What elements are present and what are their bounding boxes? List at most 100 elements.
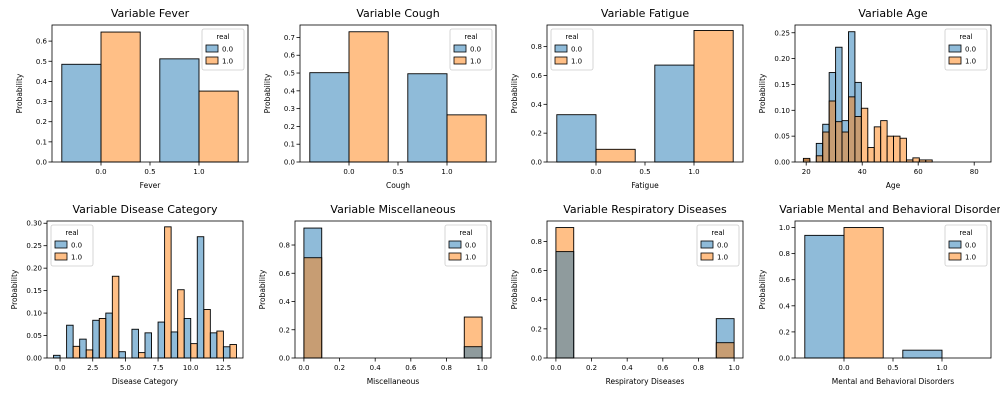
x-tick-label: 1.0 <box>477 364 488 372</box>
y-tick-label: 0.4 <box>531 296 543 304</box>
y-tick-label: 0.1 <box>284 141 295 149</box>
legend-label-1: 1.0 <box>965 254 976 262</box>
legend-swatch-0 <box>700 240 714 249</box>
axes-frame <box>46 220 244 359</box>
x-tick-label: 0.4 <box>622 364 634 372</box>
legend-label-0: 0.0 <box>717 242 728 250</box>
bar-real-1 <box>138 352 146 359</box>
bar-real-1 <box>177 289 185 359</box>
legend-title: real <box>464 33 477 41</box>
bar-real-0 <box>157 321 166 359</box>
bar-real-1 <box>446 114 487 163</box>
x-tick-label: 80 <box>970 168 979 176</box>
legend-label-0: 0.0 <box>965 242 976 250</box>
x-axis-label: Mental and Behavioral Disorders <box>832 377 954 386</box>
x-tick-label: 40 <box>858 168 867 176</box>
x-tick-label: 0.0 <box>298 364 309 372</box>
legend-label-0: 0.0 <box>465 242 476 250</box>
y-tick-label: 0.20 <box>774 55 790 63</box>
bar-real-1 <box>802 157 811 163</box>
y-tick-label: 0.6 <box>531 267 543 275</box>
y-tick-label: 0.00 <box>774 159 790 167</box>
x-tick-label: 0.0 <box>54 364 65 372</box>
y-tick-label: 0.05 <box>26 332 42 340</box>
legend-label-1: 1.0 <box>470 58 481 66</box>
y-tick-label: 0.8 <box>531 43 542 51</box>
bar-real-1 <box>893 135 901 163</box>
legend: real 0.0 1.0 <box>696 224 740 267</box>
bar-real-1 <box>880 120 888 163</box>
legend-swatch-0 <box>453 44 467 53</box>
legend-swatch-1 <box>948 56 962 65</box>
legend-label-1: 1.0 <box>571 58 582 66</box>
chart-title: Variable Respiratory Diseases <box>563 203 727 216</box>
x-tick-label: 1.0 <box>936 364 947 372</box>
x-tick-label: 1.0 <box>193 168 204 176</box>
legend-title: real <box>959 229 972 237</box>
y-tick-label: 0.5 <box>284 70 295 78</box>
x-tick-label: 0.5 <box>887 364 898 372</box>
y-tick-label: 0.15 <box>774 81 790 89</box>
chart-title: Variable Mental and Behavioral Disorders <box>779 203 1000 216</box>
chart-title: Variable Fever <box>111 7 190 20</box>
y-tick-label: 0.4 <box>779 302 791 310</box>
x-tick-label: 0.5 <box>144 168 155 176</box>
subplot-2: 0.0 0.5 1.0 0.0 0.1 0.2 0.3 0.4 0.5 0.6 0.7 Variabl… <box>263 7 497 190</box>
y-tick-label: 0.25 <box>774 29 790 37</box>
subplot-1: 0.0 0.5 1.0 0.0 0.1 0.2 0.3 0.4 0.5 0.6 Variable F… <box>15 7 249 190</box>
bar-real-1 <box>100 31 141 163</box>
y-tick-label: 0.0 <box>279 355 290 363</box>
bar-real-0 <box>170 331 179 359</box>
bar-real-1 <box>216 330 224 359</box>
x-tick-label: 1.0 <box>729 364 740 372</box>
y-tick-label: 0.2 <box>531 325 542 333</box>
x-tick-label: 1.0 <box>688 168 699 176</box>
legend-label-1: 1.0 <box>465 254 476 262</box>
bar-real-1 <box>843 227 884 359</box>
bar-real-0 <box>407 73 448 163</box>
subplot-8: 0.0 0.5 1.0 0.0 0.2 0.4 0.6 0.8 1.0 Variable Ment… <box>758 203 1000 386</box>
x-tick-label: 0.8 <box>441 364 452 372</box>
bar-real-1 <box>912 157 920 163</box>
bar-real-1 <box>867 147 875 163</box>
legend-swatch-1 <box>554 56 568 65</box>
y-tick-label: 0.2 <box>779 328 790 336</box>
bar-real-1 <box>854 116 862 163</box>
legend-label-0: 0.0 <box>71 242 82 250</box>
x-tick-label: 2.5 <box>87 364 98 372</box>
x-tick-label: 5.0 <box>120 364 131 372</box>
y-axis-label: Probability <box>758 269 767 309</box>
legend-swatch-1 <box>54 252 68 261</box>
y-tick-label: 0.30 <box>26 220 42 228</box>
y-tick-label: 0.0 <box>36 159 47 167</box>
y-tick-label: 0.8 <box>279 242 290 250</box>
legend: real 0.0 1.0 <box>550 28 594 71</box>
legend-title: real <box>959 33 972 41</box>
bar-real-1 <box>835 121 843 163</box>
x-tick-label: 12.5 <box>216 364 232 372</box>
bar-real-1 <box>595 148 636 163</box>
legend-swatch-1 <box>453 56 467 65</box>
x-tick-label: 1.0 <box>441 168 452 176</box>
bar-real-1 <box>848 96 856 163</box>
legend: real 0.0 1.0 <box>50 224 94 267</box>
y-tick-label: 0.7 <box>284 34 295 42</box>
y-tick-label: 0.6 <box>779 276 791 284</box>
y-tick-label: 0.6 <box>284 52 296 60</box>
bar-real-0 <box>159 58 200 163</box>
x-tick-label: 60 <box>914 168 923 176</box>
subplot-4: 20 40 60 80 0.00 0.05 0.10 0.15 0.20 0.25 Variable… <box>758 7 992 190</box>
chart-title: Variable Cough <box>356 7 439 20</box>
bar-real-0 <box>118 351 126 359</box>
legend-swatch-0 <box>948 240 962 249</box>
legend-swatch-1 <box>448 252 462 261</box>
y-tick-label: 0.4 <box>284 87 296 95</box>
y-tick-label: 0.2 <box>36 118 47 126</box>
y-tick-label: 0.6 <box>279 270 291 278</box>
y-tick-label: 0.2 <box>284 123 295 131</box>
subplot-7: 0.0 0.2 0.4 0.6 0.8 1.0 0.0 0.2 0.4 0.6 0.8 Variabl… <box>510 203 744 386</box>
legend-swatch-1 <box>700 252 714 261</box>
bar-real-0 <box>309 72 350 163</box>
x-tick-label: 7.5 <box>152 364 163 372</box>
legend: real 0.0 1.0 <box>944 28 988 71</box>
